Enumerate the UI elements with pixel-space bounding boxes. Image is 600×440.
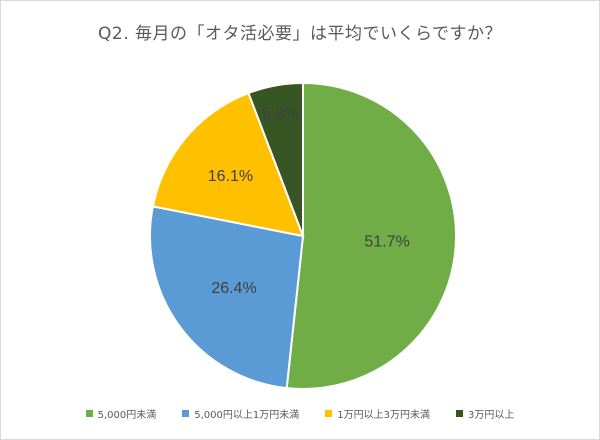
legend-label: 5,000円以上1万円未満 — [194, 410, 300, 421]
chart-legend: 5,000円未満 5,000円以上1万円未満 1万円以上3万円未満 3万円以上 — [1, 406, 599, 421]
legend-swatch — [456, 410, 463, 417]
slice-1 — [285, 81, 457, 390]
legend-item: 5,000円未満 — [85, 406, 157, 421]
legend-swatch — [85, 410, 93, 417]
slice-value-label: 5.8% — [262, 106, 298, 123]
slice-3 — [151, 91, 305, 238]
legend-label: 1万円以上3万円未満 — [337, 410, 430, 421]
slice-value-label: 26.4% — [211, 280, 256, 297]
slice-value-label: 16.1% — [208, 168, 253, 185]
chart-title: Q2. 毎月の「オタ活必要」は平均でいくらですか？ — [98, 24, 502, 44]
legend-item: 3万円以上 — [456, 406, 514, 421]
legend-swatch — [325, 410, 333, 417]
legend-swatch — [182, 410, 190, 417]
legend-label: 5,000円未満 — [97, 410, 157, 421]
legend-item: 5,000円以上1万円未満 — [182, 406, 299, 421]
slice-2 — [149, 205, 305, 390]
slice-4 — [247, 81, 304, 237]
legend-item: 1万円以上3万円未満 — [325, 406, 430, 421]
legend-label: 3万円以上 — [468, 410, 515, 421]
slice-value-label: 51.7% — [364, 233, 409, 250]
